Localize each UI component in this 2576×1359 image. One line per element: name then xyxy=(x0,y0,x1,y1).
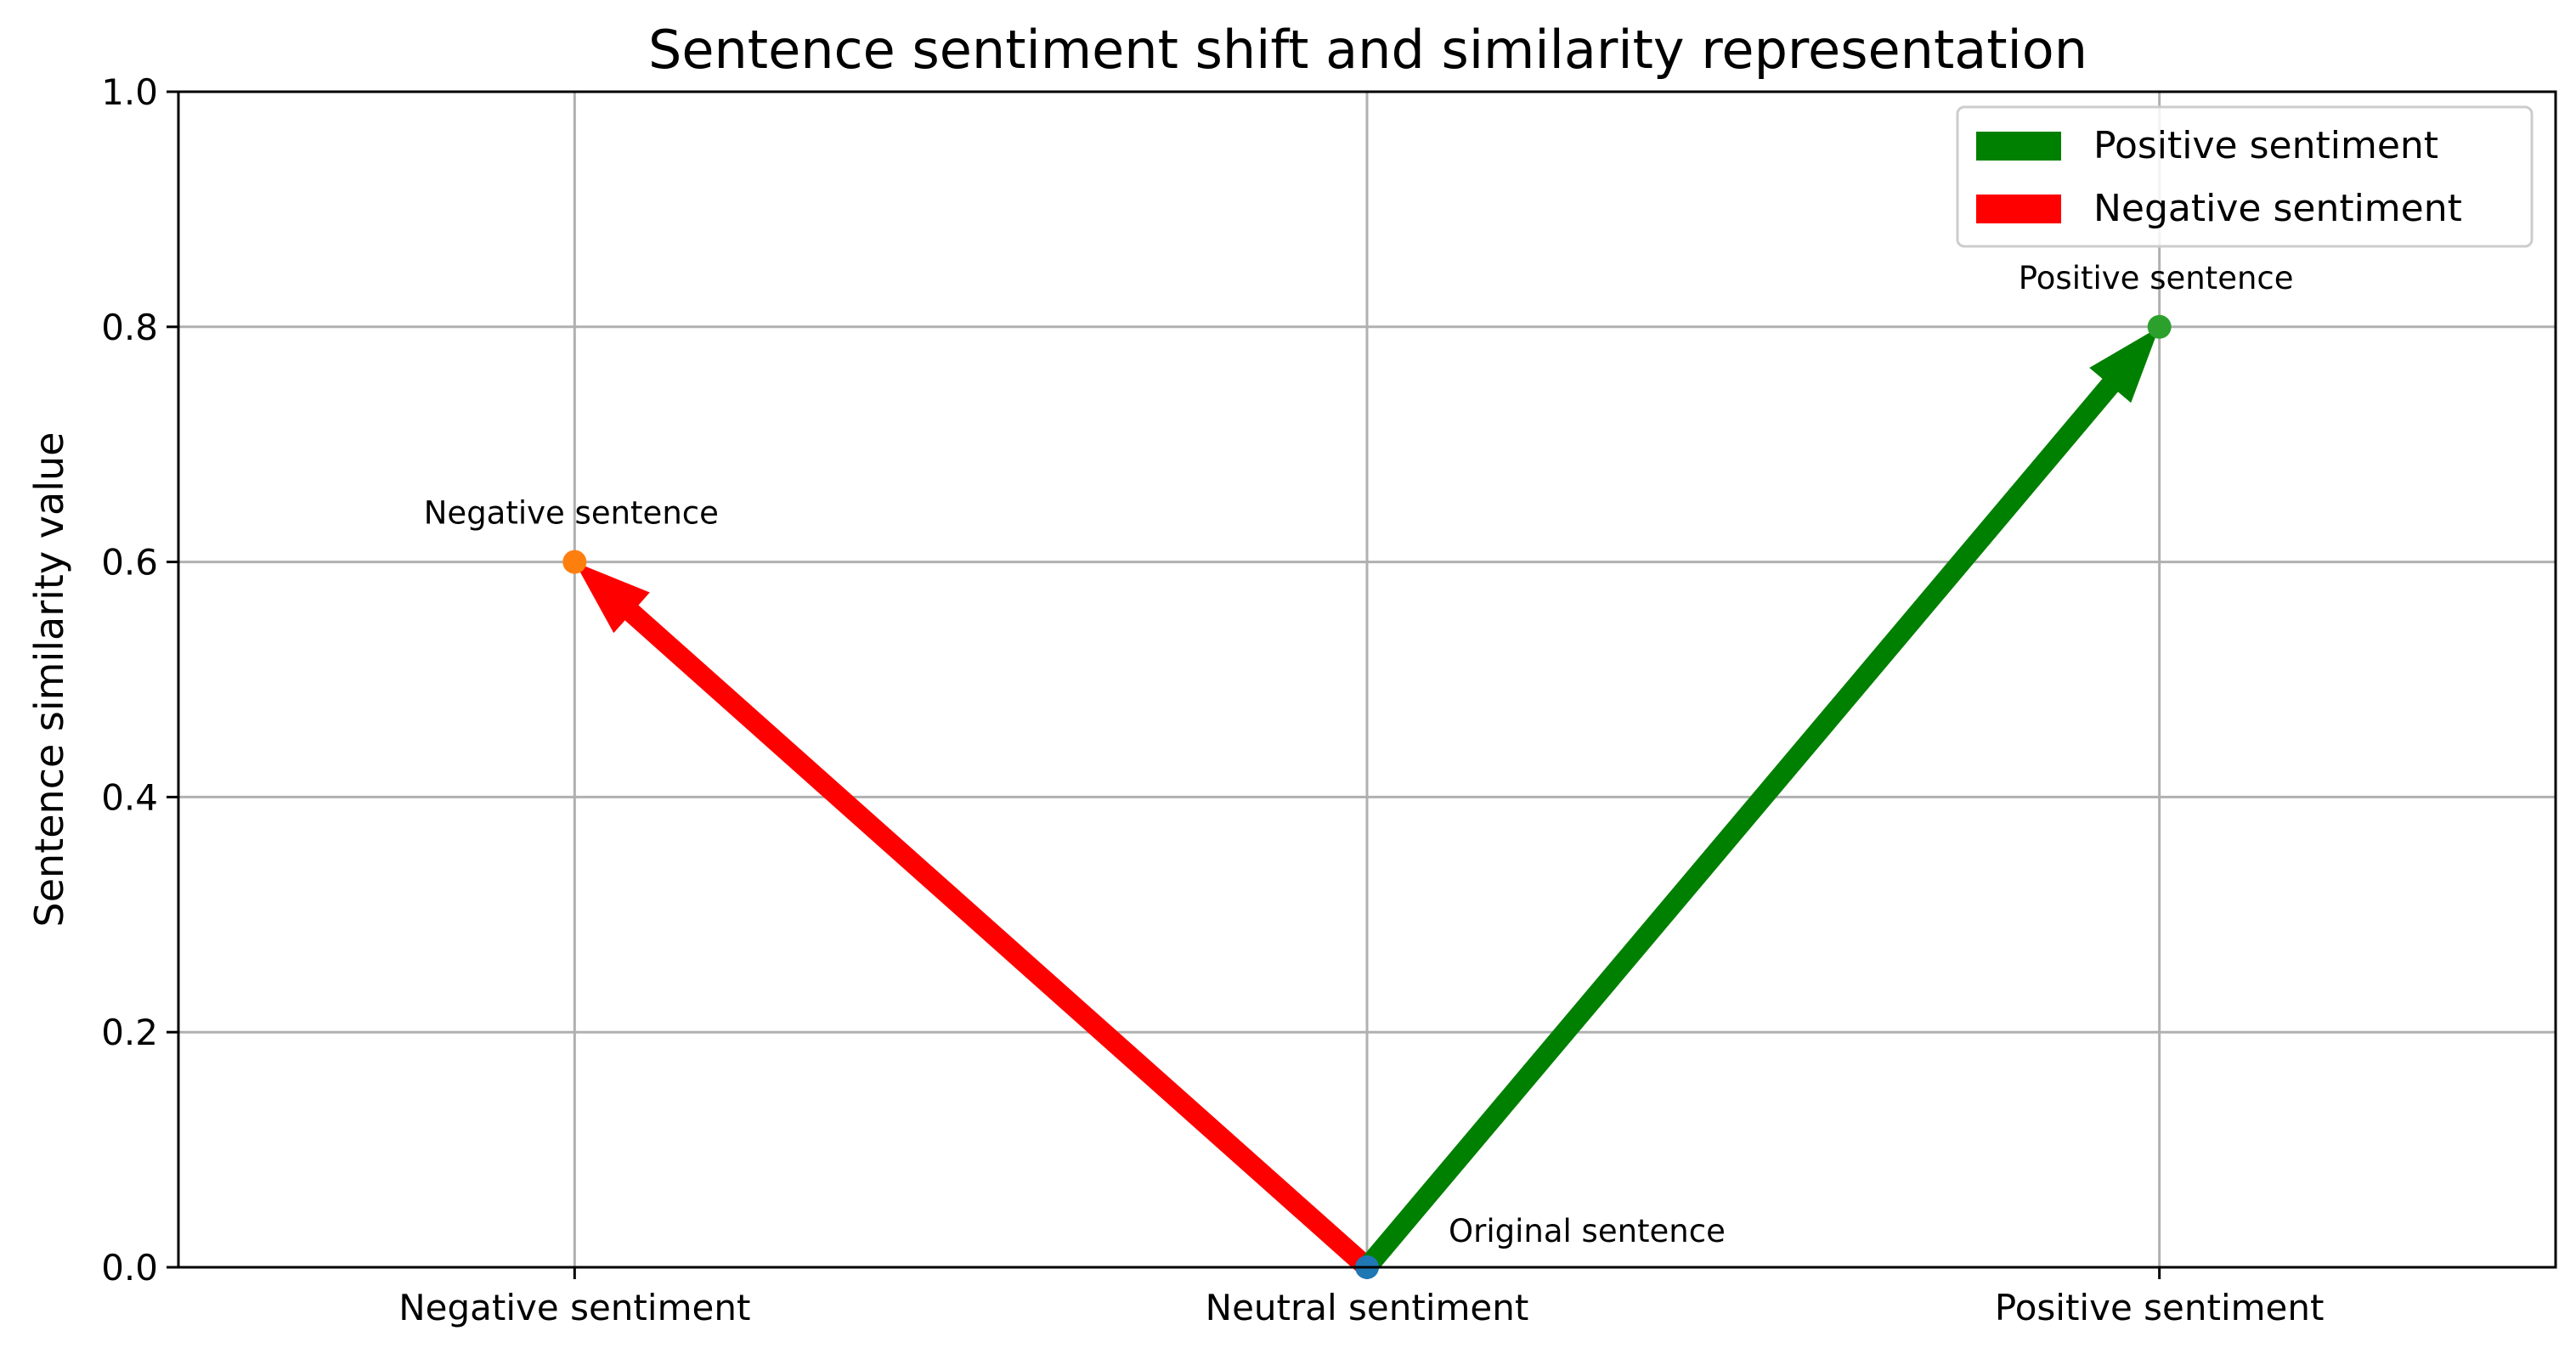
y-tick-label: 1.0 xyxy=(101,71,158,113)
negative-sentiment-legend-swatch xyxy=(1976,195,2061,223)
positive-sentence-point xyxy=(2147,314,2172,339)
negative-sentiment-legend-label: Negative sentiment xyxy=(2093,187,2462,230)
negative-sentiment-arrow xyxy=(574,561,1374,1275)
ticks-layer: Negative sentiment Neutral sentiment Posit… xyxy=(101,71,2324,1328)
negative-sentence-label: Negative sentence xyxy=(424,495,719,532)
y-tick-label: 0.4 xyxy=(101,776,158,818)
negative-sentence-point xyxy=(562,550,587,574)
positive-sentiment-legend-label: Positive sentiment xyxy=(2093,124,2438,167)
arrows-layer xyxy=(574,326,2160,1275)
plot-frame xyxy=(177,90,2557,1269)
y-tick-label: 0.8 xyxy=(101,307,158,348)
original-sentence-label: Original sentence xyxy=(1449,1213,1726,1249)
legend: Positive sentiment Negative sentiment xyxy=(1956,105,2534,248)
y-tick-label: 0.0 xyxy=(101,1247,158,1289)
y-axis-label: Sentence similarity value xyxy=(26,432,72,928)
x-tick-label: Neutral sentiment xyxy=(1206,1287,1529,1328)
chart-title: Sentence sentiment shift and similarity … xyxy=(648,19,2087,81)
legend-box xyxy=(1956,105,2534,248)
y-tick-label: 0.2 xyxy=(101,1012,158,1053)
positive-sentiment-arrow xyxy=(1359,326,2160,1274)
annotations-layer: Original sentence Negative sentence Positi… xyxy=(424,260,2294,1249)
positive-sentiment-legend-swatch xyxy=(1976,132,2061,161)
y-tick-label: 0.6 xyxy=(101,542,158,584)
x-tick-label: Positive sentiment xyxy=(1995,1287,2325,1328)
positive-sentence-label: Positive sentence xyxy=(2019,260,2294,296)
x-tick-label: Negative sentiment xyxy=(398,1287,750,1328)
